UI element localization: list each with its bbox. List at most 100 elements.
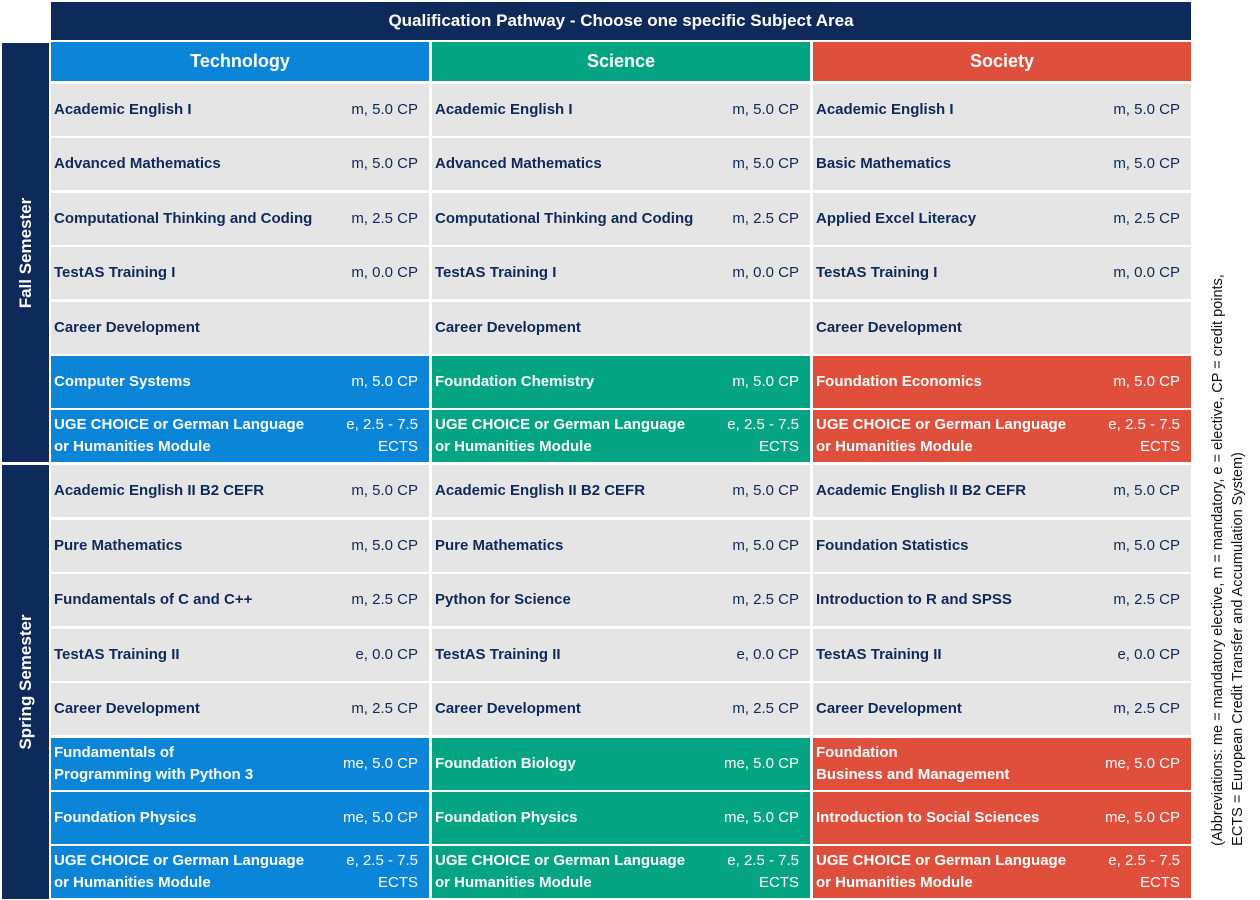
course-credit: m, 5.0 CP [732, 482, 799, 499]
course-credit: e, 0.0 CP [1117, 646, 1180, 663]
course-cell-society: TestAS Training II e, 0.0 CP [813, 629, 1191, 681]
course-credit: m, 2.5 CP [1113, 210, 1180, 227]
course-name: Career Development [54, 700, 200, 717]
course-name: Applied Excel Literacy [816, 210, 977, 227]
course-cell-science: TestAS Training I m, 0.0 CP [432, 247, 810, 299]
course-cell-science: Computational Thinking and Coding m, 2.5 … [432, 193, 810, 245]
course-cell-technology: Fundamentals of Programming with Python … [51, 738, 429, 790]
course-cell-technology: UGE CHOICE or German Language or Humanit… [51, 410, 429, 462]
course-name: Foundation Economics [816, 373, 982, 390]
abbreviations-note: (Abbreviations: me = mandatory elective,… [1208, 274, 1248, 846]
fall-semester-label: Fall Semester [2, 43, 49, 462]
course-credit: m, 2.5 CP [732, 210, 799, 227]
course-credit: m, 5.0 CP [732, 101, 799, 118]
course-credit: m, 2.5 CP [1113, 700, 1180, 717]
column-header-society: Society [813, 42, 1191, 81]
course-cell-science: TestAS Training II e, 0.0 CP [432, 629, 810, 681]
course-credit: m, 2.5 CP [351, 210, 418, 227]
course-cell-technology: Academic English II B2 CEFR m, 5.0 CP [51, 465, 429, 517]
course-credit: m, 5.0 CP [1113, 482, 1180, 499]
course-cell-technology: Pure Mathematics m, 5.0 CP [51, 520, 429, 572]
course-credit: e, 2.5 - 7.5 ECTS [1108, 852, 1180, 891]
course-cell-science: Advanced Mathematics m, 5.0 CP [432, 138, 810, 190]
course-credit: m, 5.0 CP [351, 155, 418, 172]
course-cell-society: Introduction to R and SPSS m, 2.5 CP [813, 574, 1191, 626]
column-header-science: Science [432, 42, 810, 81]
course-credit: m, 2.5 CP [351, 700, 418, 717]
course-cell-society: Foundation Statistics m, 5.0 CP [813, 520, 1191, 572]
course-cell-society: Introduction to Social Sciences me, 5.0 C… [813, 792, 1191, 844]
course-name: TestAS Training II [54, 646, 180, 663]
course-cell-technology: Career Development [51, 302, 429, 354]
course-credit: e, 2.5 - 7.5 ECTS [346, 416, 418, 455]
course-name: Academic English I [816, 101, 954, 118]
course-name: UGE CHOICE or German Language or Humanit… [54, 852, 305, 891]
course-name: Fundamentals of Programming with Python … [54, 744, 254, 783]
course-name: Basic Mathematics [816, 155, 952, 172]
course-name: UGE CHOICE or German Language or Humanit… [435, 852, 686, 891]
course-credit: me, 5.0 CP [723, 755, 799, 772]
course-name: Introduction to R and SPSS [816, 591, 1012, 608]
course-cell-society: Career Development [813, 302, 1191, 354]
course-name: Computational Thinking and Coding [54, 210, 313, 227]
course-cell-technology: Computer Systems m, 5.0 CP [51, 356, 429, 408]
course-credit: me, 5.0 CP [1104, 755, 1180, 772]
course-credit: me, 5.0 CP [342, 755, 418, 772]
course-cell-science: Academic English II B2 CEFR m, 5.0 CP [432, 465, 810, 517]
course-cell-society: Academic English I m, 5.0 CP [813, 84, 1191, 136]
course-credit: e, 0.0 CP [355, 646, 418, 663]
course-cell-technology: Academic English I m, 5.0 CP [51, 84, 429, 136]
course-name: TestAS Training I [435, 264, 557, 281]
course-credit: m, 0.0 CP [351, 264, 418, 281]
course-cell-technology: UGE CHOICE or German Language or Humanit… [51, 846, 429, 898]
course-credit: m, 5.0 CP [1113, 155, 1180, 172]
course-name: Career Development [435, 319, 581, 336]
course-cell-society: Foundation Business and Management me, 5.… [813, 738, 1191, 790]
course-cell-science: Pure Mathematics m, 5.0 CP [432, 520, 810, 572]
spring-semester-label: Spring Semester [2, 465, 49, 899]
course-name: UGE CHOICE or German Language or Humanit… [816, 416, 1067, 455]
course-credit: m, 5.0 CP [1113, 537, 1180, 554]
page-title: Qualification Pathway - Choose one speci… [51, 2, 1191, 40]
course-credit: m, 0.0 CP [732, 264, 799, 281]
course-credit: me, 5.0 CP [342, 809, 418, 826]
course-cell-society: Academic English II B2 CEFR m, 5.0 CP [813, 465, 1191, 517]
course-cell-technology: Foundation Physics me, 5.0 CP [51, 792, 429, 844]
course-name: Computer Systems [54, 373, 191, 390]
course-credit: m, 2.5 CP [732, 591, 799, 608]
course-cell-science: UGE CHOICE or German Language or Humanit… [432, 846, 810, 898]
course-cell-society: TestAS Training I m, 0.0 CP [813, 247, 1191, 299]
course-credit: m, 2.5 CP [351, 591, 418, 608]
course-credit: m, 5.0 CP [732, 537, 799, 554]
course-cell-science: Python for Science m, 2.5 CP [432, 574, 810, 626]
course-name: Advanced Mathematics [54, 155, 221, 172]
fall-semester-text: Fall Semester [15, 197, 35, 308]
course-name: Computational Thinking and Coding [435, 210, 694, 227]
course-credit: m, 5.0 CP [1113, 101, 1180, 118]
course-credit: m, 5.0 CP [351, 101, 418, 118]
course-cell-technology: Advanced Mathematics m, 5.0 CP [51, 138, 429, 190]
course-name: Pure Mathematics [435, 537, 564, 554]
course-credit: m, 0.0 CP [1113, 264, 1180, 281]
course-name: Career Development [435, 700, 581, 717]
course-credit: m, 5.0 CP [351, 482, 418, 499]
course-cell-technology: Career Development m, 2.5 CP [51, 683, 429, 735]
course-cell-technology: Computational Thinking and Coding m, 2.5 … [51, 193, 429, 245]
course-credit: me, 5.0 CP [723, 809, 799, 826]
course-name: UGE CHOICE or German Language or Humanit… [435, 416, 686, 455]
course-cell-science: UGE CHOICE or German Language or Humanit… [432, 410, 810, 462]
course-name: Foundation Statistics [816, 537, 969, 554]
course-cell-science: Foundation Physics me, 5.0 CP [432, 792, 810, 844]
course-credit: m, 5.0 CP [351, 373, 418, 390]
course-cell-technology: TestAS Training I m, 0.0 CP [51, 247, 429, 299]
course-credit: me, 5.0 CP [1104, 809, 1180, 826]
course-name: TestAS Training II [435, 646, 561, 663]
course-name: Career Development [816, 700, 962, 717]
course-credit: e, 2.5 - 7.5 ECTS [727, 852, 799, 891]
course-name: Academic English I [54, 101, 192, 118]
course-name: Foundation Physics [435, 809, 578, 826]
course-name: Advanced Mathematics [435, 155, 602, 172]
course-name: UGE CHOICE or German Language or Humanit… [54, 416, 305, 455]
course-name: Fundamentals of C and C++ [54, 591, 253, 608]
course-name: Career Development [816, 319, 962, 336]
